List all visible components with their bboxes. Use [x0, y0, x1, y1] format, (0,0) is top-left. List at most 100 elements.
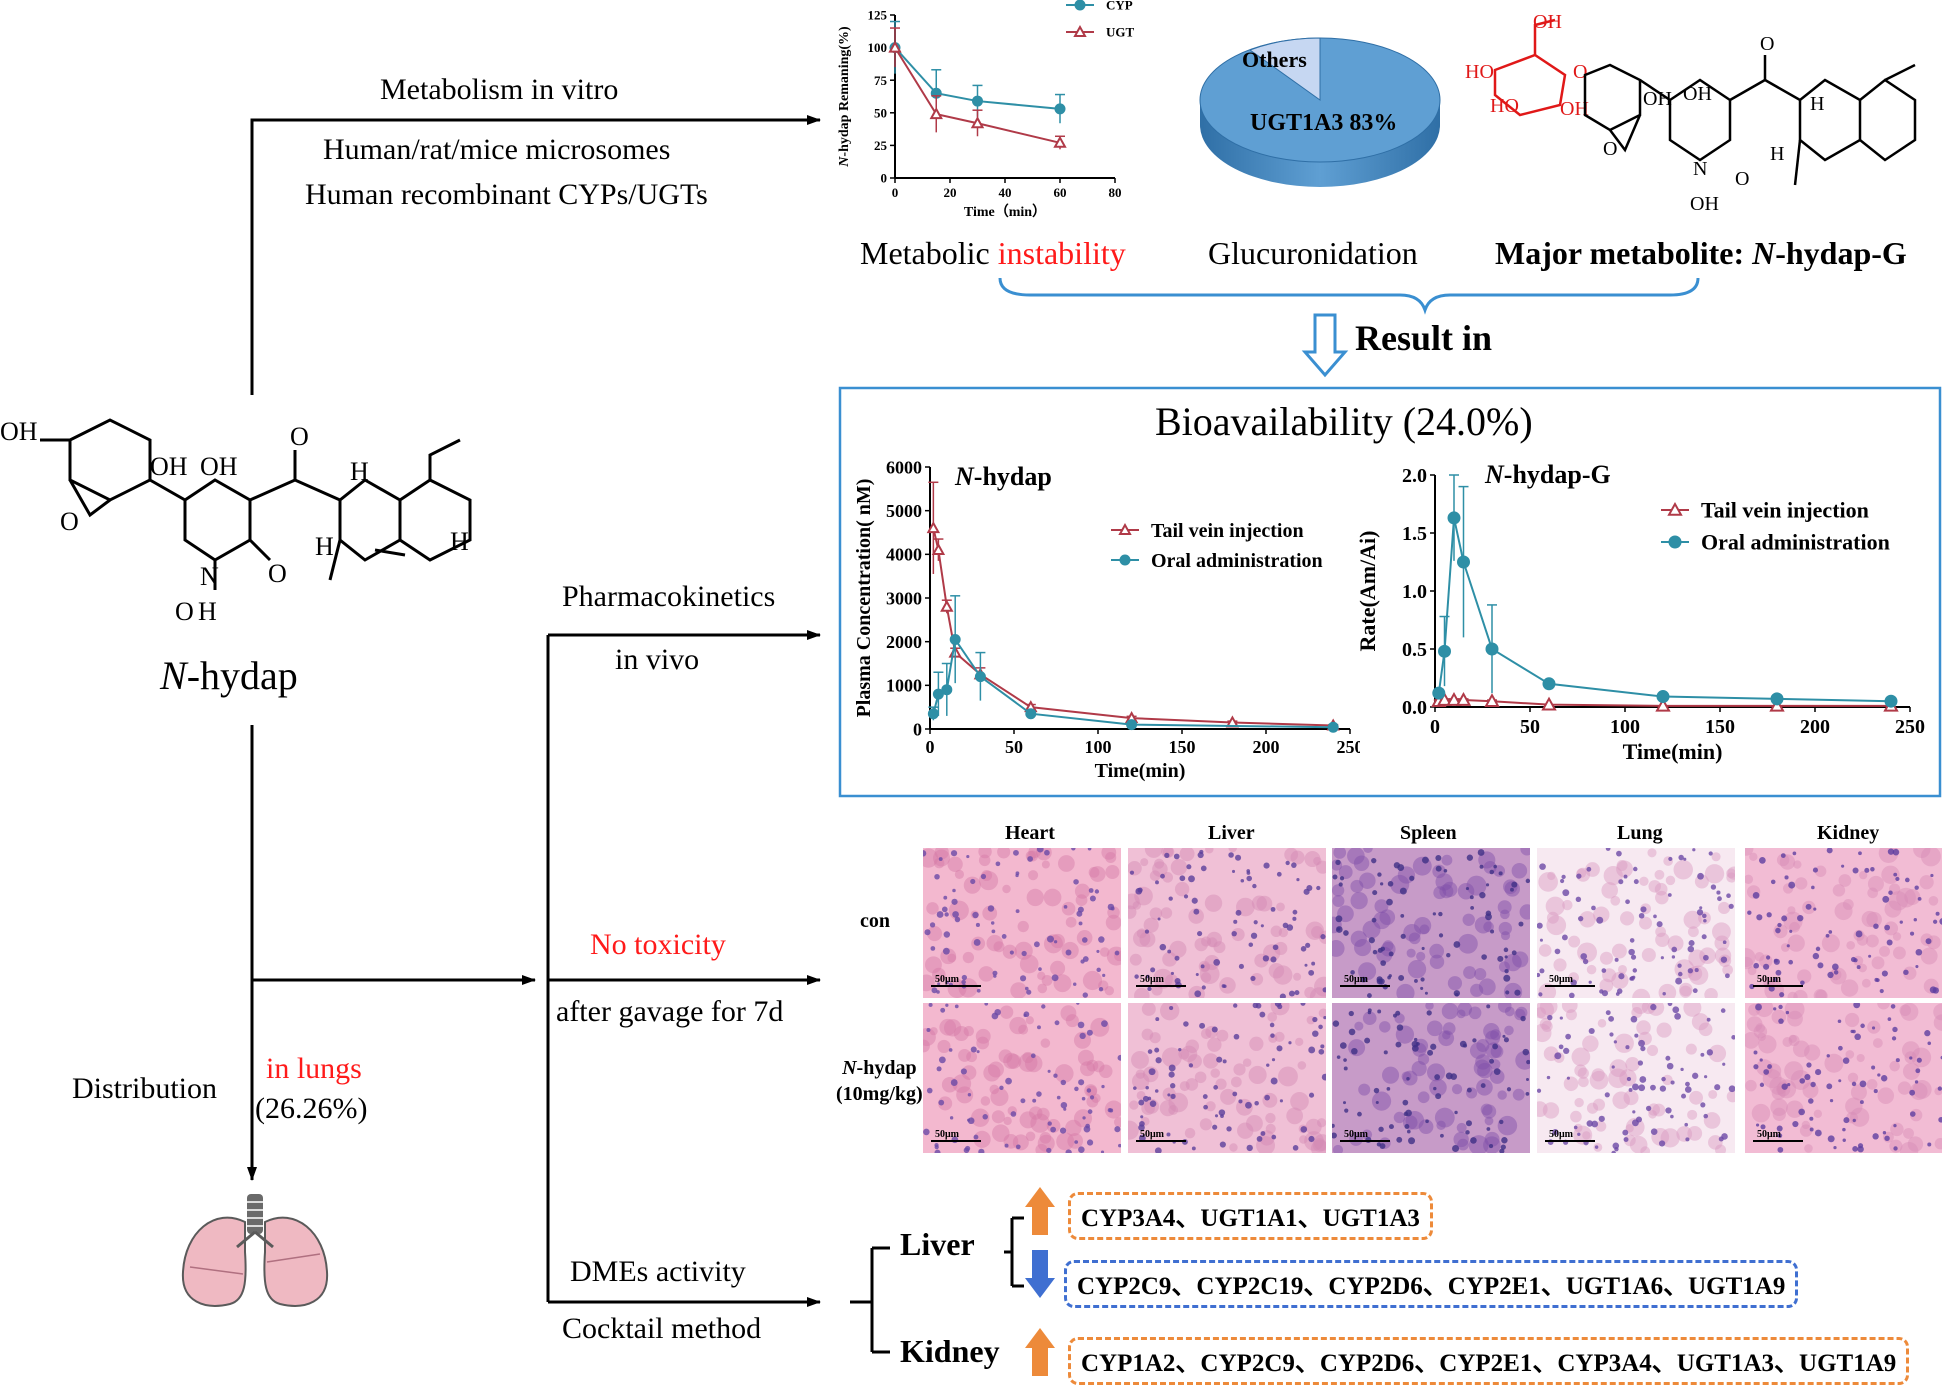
series-ugt [888, 27, 1067, 150]
y-tick-label: 1.5 [1402, 523, 1427, 545]
svg-text:OH: OH [1690, 193, 1719, 215]
no-toxicity-label: No toxicity [590, 928, 726, 961]
row-label-con: con [860, 910, 890, 932]
svg-text:OH: OH [1643, 88, 1672, 110]
histology-liver-treated: 50μm [1128, 1003, 1326, 1153]
data-point [1770, 692, 1784, 706]
scale-bar-label: 50μm [1757, 974, 1782, 985]
y-tick-label: 0 [913, 719, 922, 739]
metabolism-title: Metabolism in vitro [380, 73, 619, 106]
series-cyp [889, 20, 1066, 124]
scale-bar-label: 50μm [1757, 1129, 1782, 1140]
y-tick-label: 100 [868, 40, 888, 55]
data-point [1438, 644, 1451, 658]
svg-text:N: N [1693, 158, 1707, 180]
metabolism-line1: Human/rat/mice microsomes [323, 133, 671, 166]
data-point [1327, 721, 1339, 733]
kidney-label: Kidney [900, 1333, 1000, 1369]
svg-text:H: H [1810, 93, 1824, 115]
y-tick-label: 1.0 [1402, 581, 1427, 603]
data-point [1436, 691, 1453, 706]
svg-text:O: O [1760, 33, 1774, 55]
svg-text:N: N [200, 562, 219, 591]
legend-label: Tail vein injection [1151, 520, 1304, 542]
series-line [894, 46, 1061, 110]
svg-text:OH: OH [0, 417, 38, 446]
legend-label: CYP [1106, 0, 1133, 13]
data-point [1432, 686, 1446, 700]
x-axis-label: Time(min) [1095, 760, 1186, 782]
cocktail-method-label: Cocktail method [562, 1312, 762, 1345]
x-tick-label: 150 [1169, 737, 1196, 757]
legend-label: UGT [1106, 25, 1135, 40]
y-tick-label: 0 [881, 171, 888, 186]
distribution-label: Distribution [72, 1072, 218, 1105]
x-tick-label: 60 [1054, 185, 1067, 200]
x-tick-label: 100 [1610, 716, 1640, 738]
y-tick-label: 75 [874, 73, 888, 88]
data-point [1054, 103, 1066, 115]
down-arrow-liver [1025, 1250, 1055, 1298]
data-point [941, 684, 953, 696]
plasma-concentration-chart: 0 1000 2000 3000 4000 5000 6000 0 50 100 150 200 250… [853, 457, 1360, 782]
y-tick-label: 3000 [886, 588, 922, 608]
gavage-label: after gavage for 7d [556, 995, 784, 1028]
y-tick-label: 2.0 [1402, 465, 1427, 487]
scale-bar-label: 50μm [1344, 974, 1369, 985]
row-label-treat: N-hydap (10mg/kg) [836, 1057, 923, 1105]
svg-text:OH: OH [200, 452, 238, 481]
kidney-upregulated-box: CYP1A2、CYP2C9、CYP2D6、CYP2E1、CYP3A4、UGT1A… [1068, 1337, 1910, 1385]
data-point [1655, 697, 1671, 712]
organ-label-lung: Lung [1617, 822, 1663, 844]
lung-percent-label: (26.26%) [255, 1092, 368, 1125]
x-tick-label: 50 [1520, 716, 1540, 738]
x-tick-label: 80 [1109, 185, 1122, 200]
svg-text:OH: OH [1683, 83, 1712, 105]
histology-lung-treated: 50μm [1537, 1003, 1735, 1153]
scale-bar-label: 50μm [935, 974, 960, 985]
y-tick-label: 125 [868, 8, 888, 23]
scale-bar-label: 50μm [1140, 974, 1165, 985]
pk-box [838, 386, 1942, 798]
x-tick-label: 40 [999, 185, 1012, 200]
x-tick-label: 150 [1705, 716, 1735, 738]
scale-bar-label: 50μm [1344, 1129, 1369, 1140]
result-arrow [1301, 313, 1349, 378]
chart-title: N-hydap-G [1484, 460, 1611, 489]
y-tick-label: 5000 [886, 501, 922, 521]
organ-label-heart: Heart [1005, 822, 1055, 844]
metabolism-line2: Human recombinant CYPs/UGTs [305, 178, 708, 211]
x-tick-label: 200 [1800, 716, 1830, 738]
scale-bar-label: 50μm [935, 1129, 960, 1140]
svg-text:H: H [315, 532, 334, 561]
n-hydap-structure: OH OH OH O H H H N O H O O [0, 417, 472, 626]
legend-marker [1074, 0, 1086, 11]
x-tick-label: 50 [1005, 737, 1023, 757]
pie-label-others: Others [1242, 47, 1307, 72]
x-tick-label: 0 [1430, 716, 1440, 738]
x-tick-label: 250 [1895, 716, 1925, 738]
legend-marker [1118, 522, 1132, 535]
bioavailability-title: Bioavailability (24.0%) [1155, 399, 1533, 444]
legend-label: Oral administration [1701, 530, 1890, 555]
data-point [931, 542, 946, 555]
liver-downregulated-box: CYP2C9、CYP2C19、CYP2D6、CYP2E1、UGT1A6、UGT1… [1064, 1260, 1799, 1308]
scale-bar-label: 50μm [1549, 1129, 1574, 1140]
svg-text:H: H [450, 527, 469, 556]
y-tick-label: 2000 [886, 632, 922, 652]
data-point [940, 599, 954, 612]
pk-label: Pharmacokinetics [562, 580, 776, 613]
legend-label: Oral administration [1151, 550, 1323, 572]
svg-text:O: O [268, 559, 287, 588]
pk-label-2: in vivo [615, 643, 700, 676]
svg-text:OH: OH [1560, 98, 1589, 120]
liver-label: Liver [900, 1226, 975, 1262]
scale-bar-label: 50μm [1140, 1129, 1165, 1140]
svg-text:H: H [1770, 143, 1784, 165]
y-tick-label: 6000 [886, 457, 922, 477]
x-tick-label: 100 [1085, 737, 1112, 757]
data-point [932, 688, 944, 700]
svg-text:OH: OH [150, 452, 188, 481]
histology-spleen-con: 50μm [1332, 848, 1530, 998]
data-point [1455, 691, 1472, 706]
